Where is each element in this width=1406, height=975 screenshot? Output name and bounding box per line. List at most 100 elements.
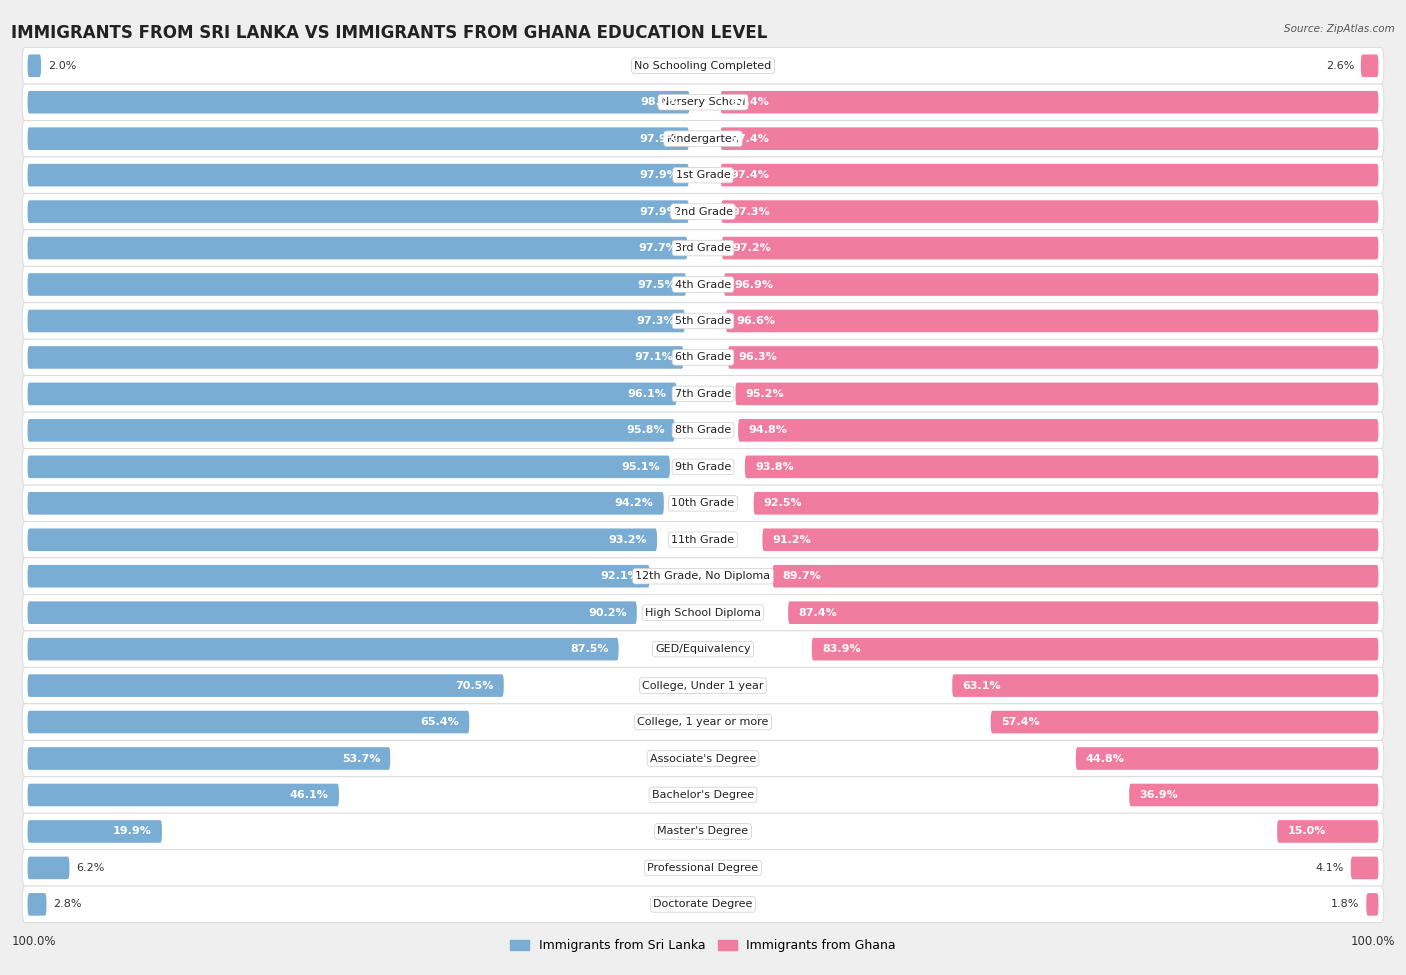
FancyBboxPatch shape [725,310,1378,332]
Text: 65.4%: 65.4% [420,717,460,727]
FancyBboxPatch shape [28,91,689,113]
Text: 100.0%: 100.0% [11,935,56,948]
FancyBboxPatch shape [22,230,1384,266]
Text: 97.7%: 97.7% [638,243,678,254]
Text: 98.0%: 98.0% [641,98,679,107]
FancyBboxPatch shape [22,375,1384,412]
FancyBboxPatch shape [28,492,664,515]
FancyBboxPatch shape [28,565,650,588]
FancyBboxPatch shape [22,486,1384,522]
Text: 36.9%: 36.9% [1139,790,1178,800]
Text: 2.6%: 2.6% [1326,60,1354,71]
Text: 97.5%: 97.5% [637,280,676,290]
FancyBboxPatch shape [28,419,675,442]
Text: No Schooling Completed: No Schooling Completed [634,60,772,71]
Text: 97.3%: 97.3% [731,207,770,216]
FancyBboxPatch shape [738,419,1378,442]
Text: 96.3%: 96.3% [738,352,778,363]
Text: 63.1%: 63.1% [962,681,1001,690]
FancyBboxPatch shape [28,602,637,624]
Text: Master's Degree: Master's Degree [658,827,748,837]
Text: 97.2%: 97.2% [733,243,770,254]
FancyBboxPatch shape [720,128,1378,150]
FancyBboxPatch shape [22,777,1384,813]
Text: High School Diploma: High School Diploma [645,607,761,618]
Text: 46.1%: 46.1% [290,790,329,800]
Text: Doctorate Degree: Doctorate Degree [654,899,752,910]
FancyBboxPatch shape [721,237,1378,259]
FancyBboxPatch shape [28,893,46,916]
Text: GED/Equivalency: GED/Equivalency [655,644,751,654]
FancyBboxPatch shape [22,266,1384,303]
Text: 83.9%: 83.9% [823,644,860,654]
Text: 92.5%: 92.5% [763,498,803,508]
Text: 95.2%: 95.2% [745,389,785,399]
Text: 6.2%: 6.2% [76,863,104,873]
Text: 57.4%: 57.4% [1001,717,1039,727]
FancyBboxPatch shape [22,595,1384,631]
Text: 97.4%: 97.4% [731,134,769,143]
Text: 94.2%: 94.2% [614,498,654,508]
FancyBboxPatch shape [22,740,1384,777]
FancyBboxPatch shape [952,675,1378,697]
Text: 12th Grade, No Diploma: 12th Grade, No Diploma [636,571,770,581]
Text: 91.2%: 91.2% [772,534,811,545]
Text: 87.5%: 87.5% [569,644,609,654]
FancyBboxPatch shape [28,382,676,406]
Text: 100.0%: 100.0% [1350,935,1395,948]
Text: 10th Grade: 10th Grade [672,498,734,508]
FancyBboxPatch shape [28,747,391,770]
Text: 96.1%: 96.1% [627,389,666,399]
Text: 5th Grade: 5th Grade [675,316,731,326]
FancyBboxPatch shape [28,310,685,332]
FancyBboxPatch shape [28,164,689,186]
FancyBboxPatch shape [22,339,1384,375]
Text: Nursery School: Nursery School [661,98,745,107]
FancyBboxPatch shape [28,273,686,295]
Text: 97.1%: 97.1% [634,352,673,363]
FancyBboxPatch shape [22,84,1384,121]
FancyBboxPatch shape [22,522,1384,558]
FancyBboxPatch shape [789,602,1378,624]
FancyBboxPatch shape [772,565,1378,588]
FancyBboxPatch shape [22,849,1384,886]
FancyBboxPatch shape [721,200,1378,223]
Text: 9th Grade: 9th Grade [675,462,731,472]
FancyBboxPatch shape [22,48,1384,84]
Text: Kindergarten: Kindergarten [666,134,740,143]
FancyBboxPatch shape [22,704,1384,740]
FancyBboxPatch shape [22,558,1384,595]
FancyBboxPatch shape [22,193,1384,230]
FancyBboxPatch shape [811,638,1378,660]
Text: Bachelor's Degree: Bachelor's Degree [652,790,754,800]
FancyBboxPatch shape [28,200,689,223]
FancyBboxPatch shape [28,638,619,660]
Legend: Immigrants from Sri Lanka, Immigrants from Ghana: Immigrants from Sri Lanka, Immigrants fr… [505,934,901,957]
Text: 1.8%: 1.8% [1331,899,1360,910]
Text: 93.8%: 93.8% [755,462,793,472]
FancyBboxPatch shape [762,528,1378,551]
Text: 90.2%: 90.2% [588,607,627,618]
Text: 93.2%: 93.2% [609,534,647,545]
FancyBboxPatch shape [991,711,1378,733]
FancyBboxPatch shape [28,455,669,478]
FancyBboxPatch shape [1277,820,1378,842]
FancyBboxPatch shape [1361,55,1378,77]
FancyBboxPatch shape [22,412,1384,449]
Text: 7th Grade: 7th Grade [675,389,731,399]
FancyBboxPatch shape [728,346,1378,369]
Text: 3rd Grade: 3rd Grade [675,243,731,254]
Text: IMMIGRANTS FROM SRI LANKA VS IMMIGRANTS FROM GHANA EDUCATION LEVEL: IMMIGRANTS FROM SRI LANKA VS IMMIGRANTS … [11,24,768,42]
FancyBboxPatch shape [22,813,1384,849]
Text: 1st Grade: 1st Grade [676,170,730,180]
FancyBboxPatch shape [28,784,339,806]
FancyBboxPatch shape [28,528,657,551]
Text: 95.1%: 95.1% [621,462,659,472]
FancyBboxPatch shape [22,448,1384,486]
Text: 53.7%: 53.7% [342,754,380,763]
Text: 89.7%: 89.7% [783,571,821,581]
Text: Associate's Degree: Associate's Degree [650,754,756,763]
FancyBboxPatch shape [28,820,162,842]
FancyBboxPatch shape [28,237,688,259]
Text: 6th Grade: 6th Grade [675,352,731,363]
